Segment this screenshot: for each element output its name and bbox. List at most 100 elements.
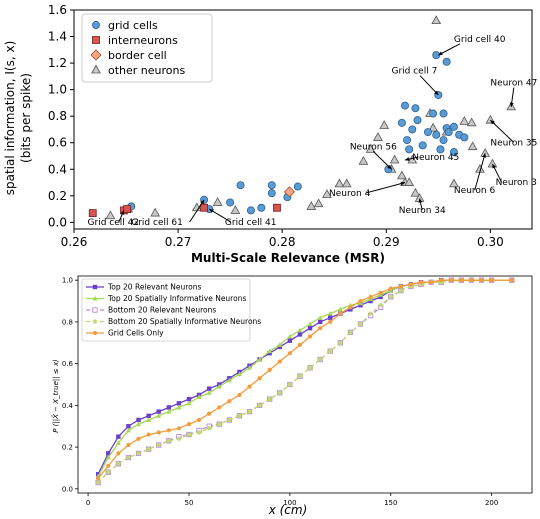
legend-marker (92, 20, 101, 29)
series-point (318, 326, 323, 331)
scatter-point (444, 128, 453, 137)
series-point (166, 405, 171, 410)
scatter-point (439, 136, 448, 145)
annotation-arrow (209, 208, 232, 223)
series-point (378, 290, 383, 295)
scatter-point (413, 116, 422, 125)
series-point (328, 349, 333, 354)
x-tick-label: 150 (384, 499, 397, 507)
series-point (146, 447, 151, 452)
scatter-point (431, 15, 442, 25)
series-point (459, 278, 464, 283)
scatter-point (432, 130, 441, 139)
series-point (186, 432, 192, 437)
series-point (267, 367, 272, 372)
scatter-point (246, 206, 255, 215)
series-point (317, 315, 323, 320)
scatter-point (466, 117, 477, 127)
scatter-point (341, 178, 352, 188)
series-point (429, 280, 434, 285)
legend-label: Top 20 Relevant Neurons (107, 283, 202, 292)
legend-marker (90, 49, 102, 61)
x-tick-label: 0.26 (61, 235, 88, 249)
x-axis-label: Multi-Scale Relevance (MSR) (191, 251, 385, 265)
legend-label: grid cells (108, 19, 158, 32)
series-point (237, 413, 242, 418)
scatter-point (429, 109, 438, 118)
legend-marker (92, 295, 98, 301)
series-point (136, 451, 141, 456)
scatter-point (397, 118, 406, 127)
series-point (338, 340, 343, 345)
scatter-point (212, 197, 223, 206)
annotation-label: Neuron 56 (350, 142, 397, 152)
series-point (217, 405, 222, 410)
annotation-label: Grid cell 61 (131, 218, 183, 228)
series-point (398, 288, 403, 293)
series-point (125, 427, 131, 433)
annotation-label: Grid cell 42 (88, 218, 140, 228)
scatter-point (397, 170, 407, 180)
series-point (358, 303, 363, 308)
scatter-point (487, 158, 498, 168)
y-tick-label: 0.6 (62, 360, 74, 368)
series-point (328, 315, 333, 320)
series-point (307, 321, 313, 326)
legend-label: Bottom 20 Spatially Informative Neurons (108, 317, 261, 326)
series-point (206, 390, 212, 395)
x-tick-label: 100 (283, 499, 296, 507)
scatter-point (334, 178, 345, 188)
y-axis-label-line2: (bits per spike) (19, 73, 33, 163)
series-point (156, 413, 162, 418)
series-point (176, 401, 182, 406)
y-tick-label: 0.6 (48, 136, 67, 150)
series-point (489, 278, 494, 283)
scatter-point (405, 145, 414, 154)
series-4 (96, 278, 514, 481)
series-point (126, 424, 131, 429)
series-point (338, 311, 343, 316)
annotation-arrowhead (490, 120, 495, 125)
x-tick-label: 0.29 (373, 235, 400, 249)
y-tick-label: 1.2 (48, 56, 67, 70)
legend-marker (91, 64, 101, 74)
annotation-arrow (372, 151, 392, 170)
y-tick-label: 0.8 (62, 318, 73, 326)
annotation-arrow (189, 199, 205, 223)
x-axis-label: x (cm) (268, 503, 308, 517)
series-point (277, 359, 282, 364)
series-point (96, 480, 101, 485)
x-tick-label: 0.30 (477, 235, 504, 249)
legend-label: Top 20 Spatially Informative Neurons (107, 294, 246, 303)
series-point (116, 461, 121, 466)
series-point (277, 344, 282, 350)
series-point (166, 428, 171, 433)
series-point (206, 386, 212, 391)
annotation-label: Neuron 6 (454, 186, 496, 196)
annotation-label: Neuron 47 (490, 79, 537, 89)
scatter-point (442, 57, 451, 66)
annotation-arrowhead (434, 90, 439, 95)
legend-label: interneurons (108, 34, 178, 47)
scatter-point (123, 205, 131, 213)
y-tick-label: 0.4 (48, 162, 67, 176)
y-axis-label: P (||X̂ − X_true|| ≤ x) (52, 359, 60, 433)
annotation-label: Neuron 34 (399, 206, 446, 216)
series-point (236, 371, 242, 377)
scatter-point (408, 125, 417, 134)
scatter-point (358, 155, 369, 165)
series-point (277, 342, 283, 347)
series-point (105, 454, 111, 460)
series-point (398, 284, 403, 289)
series-point (358, 321, 363, 327)
series-point (368, 311, 373, 316)
series-point (176, 404, 182, 410)
annotation-label: Grid cell 41 (225, 218, 277, 228)
y-tick-label: 1.6 (48, 3, 67, 17)
annotation-arrowhead (400, 181, 406, 186)
series-point (146, 417, 152, 422)
scatter-point (365, 144, 376, 153)
scatter-point (449, 122, 458, 131)
y-axis-label-line1: spatial information, I(s, x) (3, 41, 17, 196)
series-point (207, 426, 212, 431)
